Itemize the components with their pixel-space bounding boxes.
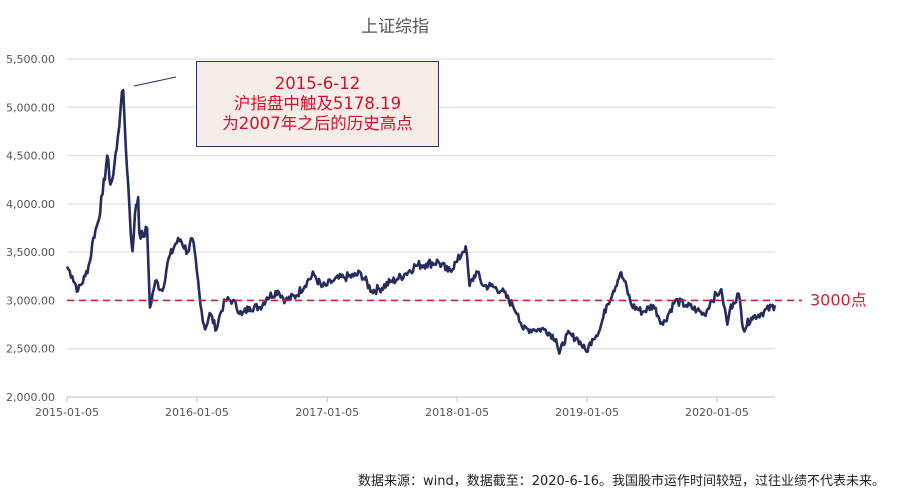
y-axis-ticks: 2,000.00 2,500.00 3,000.00 3,500.00 4,000.00… [6,53,55,404]
series-layer [65,88,777,355]
x-tick-label: 2019-01-05 [555,406,619,419]
y-tick-label: 2,500.00 [6,343,55,356]
annotation-line-peak: 沪指盘中触及5178.19 [233,94,402,113]
y-tick-label: 4,500.00 [6,150,55,163]
x-tick-label: 2017-01-05 [295,406,359,419]
source-note: 数据来源：wind，数据截至：2020-6-16。我国股市运作时间较短，过往业绩… [357,474,885,489]
annotation-leader-line [133,76,177,87]
y-tick-label: 4,000.00 [6,198,55,211]
x-tick-label: 2018-01-05 [425,406,489,419]
x-tick-label: 2020-01-05 [685,406,749,419]
y-tick-label: 3,000.00 [6,294,55,307]
y-tick-label: 5,000.00 [6,101,55,114]
reference-line-label: 3000点 [810,290,867,309]
y-tick-label: 3,500.00 [6,246,55,259]
annotation-line-note: 为2007年之后的历史高点 [222,114,413,133]
y-tick-label: 2,000.00 [6,391,55,404]
x-tick-label: 2016-01-05 [165,406,229,419]
x-tick-label: 2015-01-05 [35,406,99,419]
annotation-line-date: 2015-6-12 [274,74,361,93]
chart-title: 上证综指 [361,17,429,37]
y-tick-label: 5,500.00 [6,53,55,66]
x-axis-ticks: 2015-01-05 2016-01-05 2017-01-05 2018-01-05… [35,397,749,419]
series-line [65,88,777,355]
peak-annotation: 2015-6-12 沪指盘中触及5178.19 为2007年之后的历史高点 [196,61,439,147]
